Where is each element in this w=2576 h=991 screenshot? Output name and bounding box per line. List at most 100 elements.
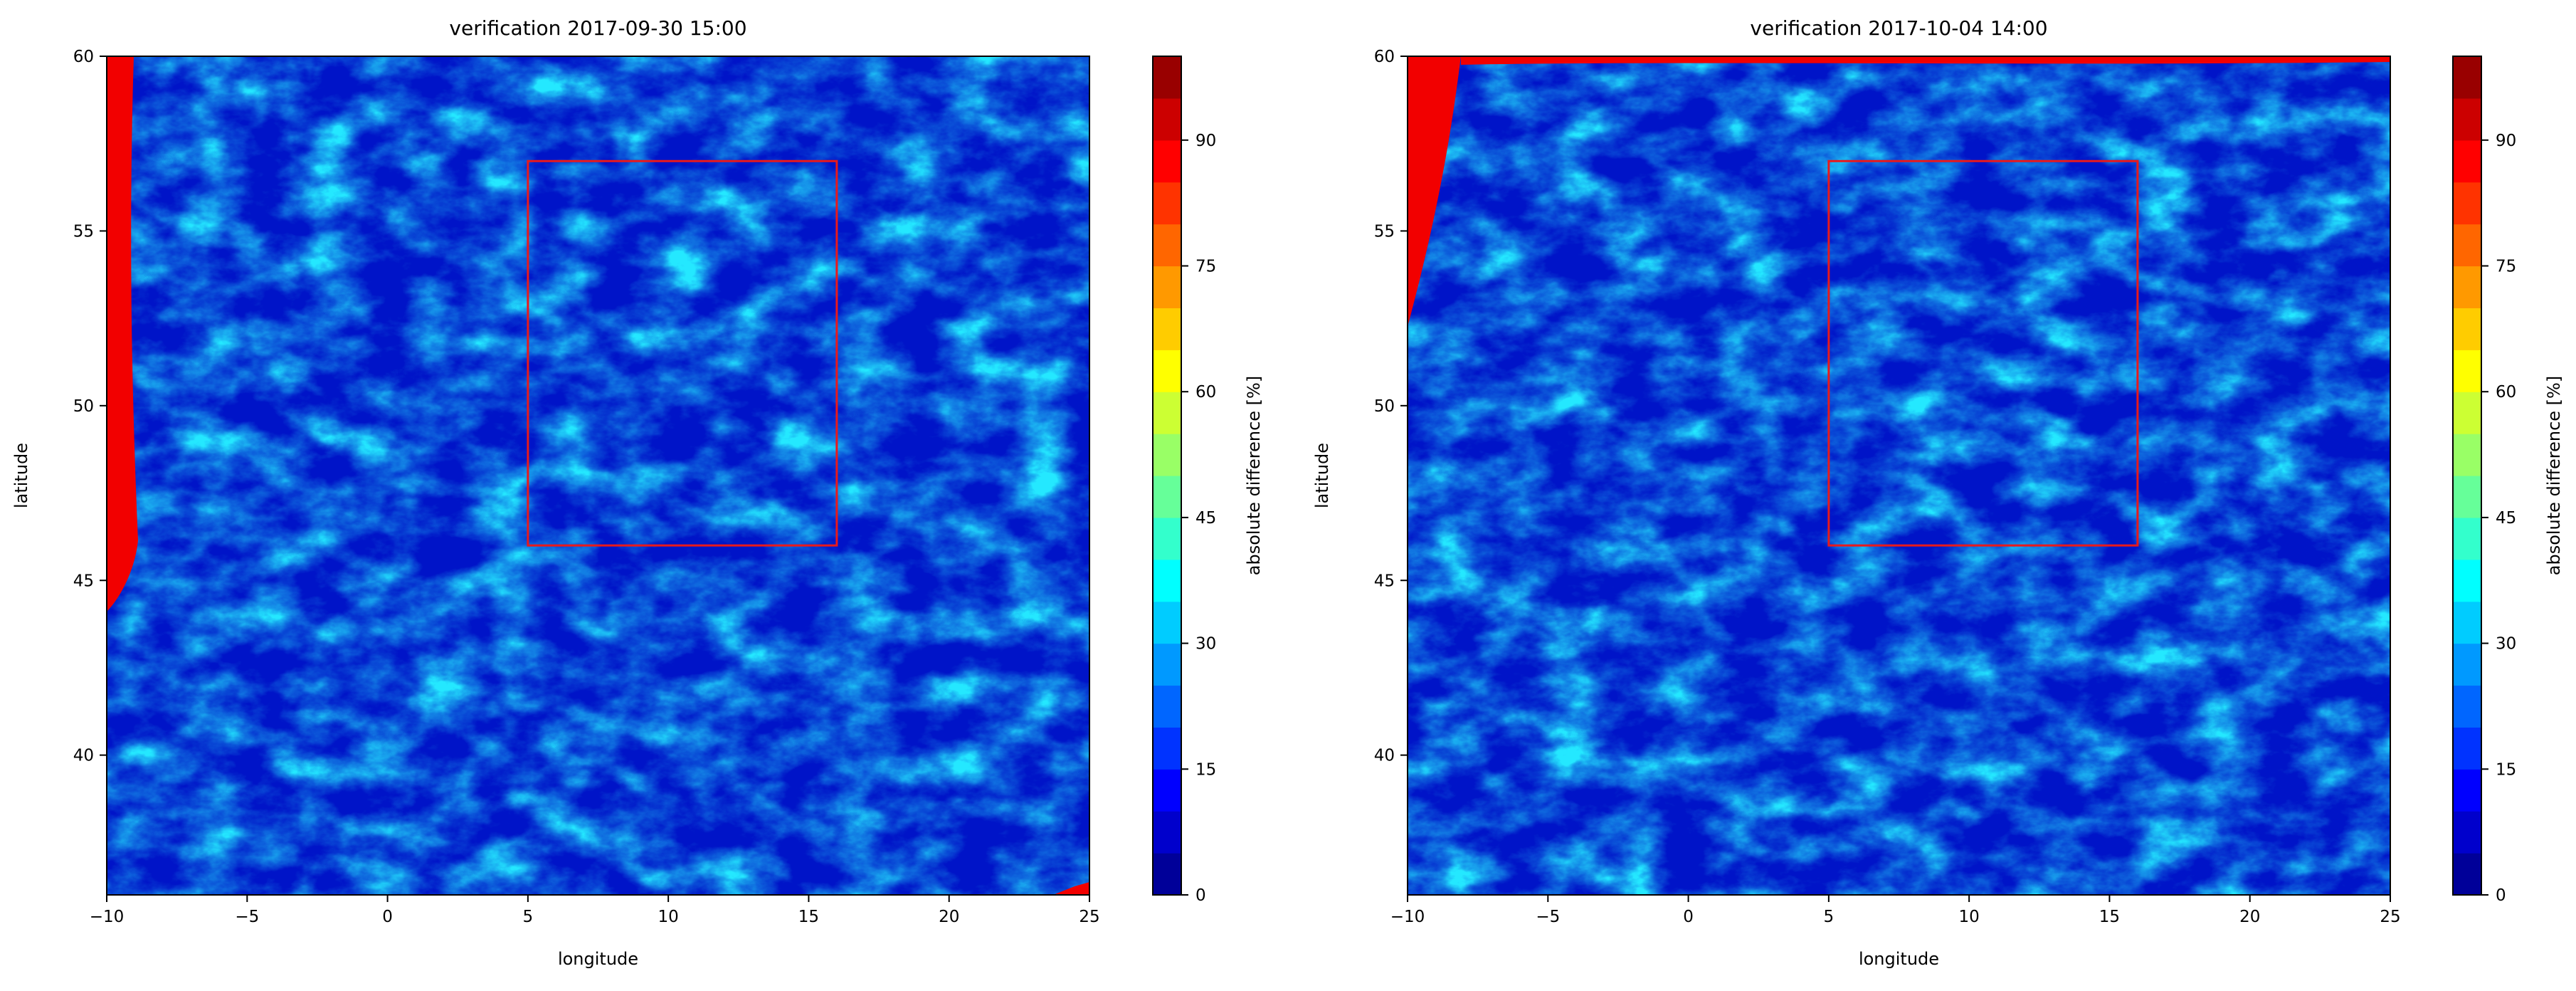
x-tick-label: 0	[382, 908, 393, 926]
colorbar-level	[1153, 56, 1181, 99]
colorbar-level	[1153, 853, 1181, 896]
colorbar-frame	[2452, 56, 2482, 896]
colorbar-level	[2453, 559, 2481, 602]
x-tick-label: 10	[1959, 908, 1980, 926]
y-tick-label: 60	[1374, 48, 1395, 66]
colorbar-tick-label: 60	[2496, 383, 2516, 402]
x-tick-label: −10	[1390, 908, 1425, 926]
region-box	[1827, 159, 2139, 547]
no-data-region	[1408, 56, 1461, 327]
y-tick-label: 45	[73, 572, 94, 590]
x-tick-label: −5	[1536, 908, 1560, 926]
colorbar-level	[2453, 727, 2481, 770]
colorbar-level	[1153, 685, 1181, 728]
colorbar-level	[2453, 266, 2481, 308]
colorbar-level	[2453, 392, 2481, 434]
colorbar-level	[2453, 476, 2481, 518]
colorbar-level	[2453, 350, 2481, 392]
colorbar-tick-label: 15	[1195, 760, 1216, 779]
x-tick-label: 15	[2099, 908, 2120, 926]
x-tick-label: −10	[90, 908, 125, 926]
no-data-region	[1461, 56, 2390, 65]
y-tick-label: 40	[73, 747, 94, 765]
x-axis-label: longitude	[558, 949, 638, 969]
y-tick-label: 55	[1374, 222, 1395, 241]
heatmap-field	[1408, 56, 2390, 895]
colorbar-level	[1153, 727, 1181, 770]
no-data-region	[1053, 882, 1089, 895]
colorbar-level	[1153, 517, 1181, 560]
colorbar-level	[2453, 601, 2481, 644]
colorbar-level	[1153, 476, 1181, 518]
x-tick-label: 25	[2380, 908, 2400, 926]
colorbar-level	[1153, 98, 1181, 141]
colorbar-level	[2453, 182, 2481, 225]
colorbar-tick-label: 45	[2496, 509, 2516, 528]
colorbar-level	[2453, 434, 2481, 476]
colorbar: 0 15 30 45 60 75 90 absolute difference [%]	[1152, 56, 1264, 905]
colorbar-tick-label: 0	[2496, 886, 2506, 905]
y-tick-label: 50	[73, 397, 94, 416]
heatmap-field	[107, 56, 1089, 895]
x-tick-label: 15	[798, 908, 819, 926]
colorbar-level	[2453, 811, 2481, 854]
chart-panel-2: −10 −5 0 5 10 15 20 25 40 45 50 55 60 verification 20…	[1312, 16, 2564, 969]
axes-frame	[106, 56, 1090, 896]
colorbar-tick-label: 75	[2496, 258, 2516, 276]
colorbar-level	[2453, 308, 2481, 350]
x-tick-label: 20	[939, 908, 959, 926]
colorbar-level	[2453, 643, 2481, 686]
colorbar-tick-label: 30	[1195, 635, 1216, 654]
colorbar-label: absolute difference [%]	[2544, 376, 2564, 575]
colorbar-level	[2453, 769, 2481, 812]
colorbar-level	[1153, 350, 1181, 392]
y-tick-label: 45	[1374, 572, 1395, 590]
colorbar-level	[2453, 56, 2481, 99]
colorbar-level	[1153, 769, 1181, 812]
colorbar-frame	[1152, 56, 1182, 896]
y-axis-label: latitude	[1312, 443, 1332, 508]
colorbar-level	[1153, 434, 1181, 476]
x-axis-label: longitude	[1859, 949, 1939, 969]
x-tick-label: 5	[1824, 908, 1835, 926]
colorbar-level	[1153, 266, 1181, 308]
colorbar-level	[2453, 98, 2481, 141]
colorbar-tick-label: 75	[1195, 258, 1216, 276]
chart-title: verification 2017-09-30 15:00	[449, 16, 746, 40]
region-box	[527, 159, 838, 547]
y-tick-label: 50	[1374, 397, 1395, 416]
y-tick-label: 40	[1374, 747, 1395, 765]
colorbar-level	[1153, 559, 1181, 602]
colorbar-level	[1153, 392, 1181, 434]
x-tick-label: 20	[2239, 908, 2260, 926]
colorbar: 0 15 30 45 60 75 90 absolute difference [%]	[2452, 56, 2564, 905]
colorbar-level	[2453, 853, 2481, 896]
colorbar-level	[2453, 140, 2481, 183]
x-tick-label: 25	[1079, 908, 1099, 926]
chart-title: verification 2017-10-04 14:00	[1750, 16, 2047, 40]
colorbar-level	[1153, 308, 1181, 350]
chart-panel-1: −10 −5 0 5 10 15 20 25 40 45 50 55 60 verification 20…	[11, 16, 1264, 969]
colorbar-level	[1153, 601, 1181, 644]
colorbar-tick-label: 0	[1195, 886, 1206, 905]
colorbar-tick-label: 30	[2496, 635, 2516, 654]
y-tick-label: 60	[73, 48, 94, 66]
y-tick-label: 55	[73, 222, 94, 241]
colorbar-level	[2453, 685, 2481, 728]
x-tick-label: 10	[658, 908, 679, 926]
colorbar-level	[1153, 140, 1181, 183]
x-tick-label: 5	[523, 908, 534, 926]
y-axis-label: latitude	[11, 443, 31, 508]
colorbar-label: absolute difference [%]	[1244, 376, 1264, 575]
axes-frame	[1407, 56, 2391, 896]
x-tick-label: −5	[235, 908, 259, 926]
colorbar-level	[2453, 517, 2481, 560]
colorbar-level	[1153, 182, 1181, 225]
colorbar-tick-label: 60	[1195, 383, 1216, 402]
colorbar-tick-label: 90	[2496, 132, 2516, 150]
colorbar-tick-label: 45	[1195, 509, 1216, 528]
colorbar-level	[1153, 811, 1181, 854]
no-data-region	[107, 56, 138, 612]
colorbar-level	[1153, 224, 1181, 267]
